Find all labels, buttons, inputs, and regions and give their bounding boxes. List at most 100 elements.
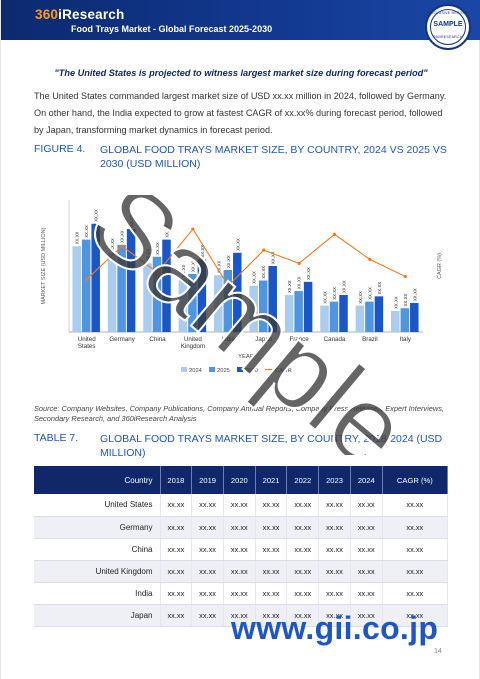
bar-2030 xyxy=(339,295,348,332)
value-cell: xx.xx xyxy=(286,560,320,583)
country-cell: China xyxy=(34,538,161,561)
bar-value-label: xx.xx xyxy=(287,280,293,293)
header-2021: 2021 xyxy=(255,466,288,494)
bar-value-label: xx.xx xyxy=(261,266,267,279)
bar-2024 xyxy=(107,252,117,332)
table-body: United States xx.xx xx.xx xx.xx xx.xx xx.xx xx… xyxy=(34,494,449,627)
bar-2024 xyxy=(214,275,223,332)
x-tick-label: Canada xyxy=(324,336,346,343)
bar-2025 xyxy=(152,256,162,332)
header-2023: 2023 xyxy=(318,466,351,494)
bar-value-label: xx.xx xyxy=(155,242,161,255)
table-row: Japan xx.xx xx.xx xx.xx xx.xx xx.xx xx.xx xx.xx… xyxy=(34,604,449,627)
gii-url[interactable]: www.gii.co.jp xyxy=(231,610,439,646)
value-cell: xx.xx xyxy=(255,560,288,583)
value-cell: xx.xx xyxy=(286,604,320,627)
bar-2025 xyxy=(258,280,268,332)
bar-2024 xyxy=(143,263,152,332)
value-cell: xx.xx xyxy=(160,516,193,539)
table-row: United States xx.xx xx.xx xx.xx xx.xx xx.xx xx… xyxy=(34,494,449,517)
value-cell: xx.xx xyxy=(382,516,449,539)
cagr-point xyxy=(368,257,372,261)
bar-value-label: xx.xx xyxy=(393,296,399,309)
bar-2024 xyxy=(320,305,329,332)
bar-value-label: xx.xx xyxy=(367,287,373,300)
x-tick-label: India xyxy=(222,336,236,343)
bar-2024 xyxy=(72,246,81,332)
value-cell: xx.xx xyxy=(286,494,320,517)
value-cell: xx.xx xyxy=(350,604,383,627)
value-cell: xx.xx xyxy=(382,560,449,583)
cagr-point xyxy=(191,227,195,231)
value-cell: xx.xx xyxy=(382,582,449,605)
value-cell: xx.xx xyxy=(318,538,351,561)
header-band: 360iResearch Food Trays Market - Global … xyxy=(1,0,480,40)
value-cell: xx.xx xyxy=(382,604,449,627)
x-tick-label: China xyxy=(149,336,166,343)
y2-axis-label: CAGR (%) xyxy=(437,253,443,279)
value-cell: xx.xx xyxy=(223,582,256,605)
cagr-point xyxy=(297,261,301,265)
x-tick-label: Brazil xyxy=(362,336,377,343)
country-cell: United Kingdom xyxy=(34,560,161,583)
value-cell: xx.xx xyxy=(255,494,288,517)
bar-2024 xyxy=(178,279,188,332)
summary-paragraph: The United States commanded largest mark… xyxy=(34,91,447,135)
cagr-point xyxy=(262,248,266,252)
header-2020: 2020 xyxy=(223,466,256,494)
bar-2025 xyxy=(365,301,374,332)
page-number: 14 xyxy=(434,648,442,655)
market-size-chart: xx.xx xx.xx xx.xx United States xx.xx xx.xx xx.… xyxy=(31,188,451,388)
bar-2030 xyxy=(410,302,419,332)
value-cell: xx.xx xyxy=(318,560,351,583)
x-tick-label: States xyxy=(78,343,96,350)
legend-swatch-2030 xyxy=(237,367,243,372)
bar-value-label: xx.xx xyxy=(226,255,232,268)
bar-value-label: xx.xx xyxy=(165,225,171,238)
cagr-point xyxy=(332,232,337,236)
table-row: India xx.xx xx.xx xx.xx xx.xx xx.xx xx.xx xx.xx… xyxy=(34,582,449,605)
value-cell: xx.xx xyxy=(223,538,256,561)
table-label: TABLE 7. xyxy=(34,432,79,444)
header-title: Food Trays Market - Global Forecast 2025… xyxy=(71,24,273,34)
y-axis-label: MARKET SIZE (USD MILLION) xyxy=(41,227,47,304)
table-header-row: Country 2018 2019 2020 2021 2022 2023 2024 CAGR … xyxy=(34,466,449,494)
bar-2025 xyxy=(329,301,339,332)
cagr-point xyxy=(403,274,407,279)
highlight-quote: "The United States is projected to witne… xyxy=(54,68,428,78)
bar-2024 xyxy=(355,305,365,332)
x-axis-label: YEAR xyxy=(238,354,254,360)
bar-value-label: xx.xx xyxy=(75,231,81,244)
bar-2025 xyxy=(81,239,91,332)
value-cell: xx.xx xyxy=(160,604,193,627)
value-cell: xx.xx xyxy=(286,538,320,561)
bar-value-label: xx.xx xyxy=(297,276,303,289)
x-tick-label: United xyxy=(184,336,202,343)
value-cell: xx.xx xyxy=(191,582,224,605)
legend-label-2025: 2025 xyxy=(217,368,230,374)
cagr-line xyxy=(86,228,406,287)
value-cell: xx.xx xyxy=(223,604,256,627)
bar-2024 xyxy=(391,310,400,332)
legend-label-2030: 2030 xyxy=(245,368,258,374)
value-cell: xx.xx xyxy=(160,582,193,605)
value-cell: xx.xx xyxy=(191,538,224,561)
bar-value-label: xx.xx xyxy=(271,251,277,264)
bar-2024 xyxy=(249,285,258,332)
x-tick-label: Germany xyxy=(109,336,135,343)
value-cell: xx.xx xyxy=(223,494,256,517)
bar-value-label: xx.xx xyxy=(94,209,100,222)
country-cell: United States xyxy=(34,494,161,517)
value-cell: xx.xx xyxy=(350,494,383,517)
bar-2030 xyxy=(126,229,136,332)
value-cell: xx.xx xyxy=(191,516,224,539)
bar-value-label: xx.xx xyxy=(412,288,418,301)
cagr-point xyxy=(155,271,160,275)
figure-title: GLOBAL FOOD TRAYS MARKET SIZE, BY COUNTR… xyxy=(100,144,447,170)
bar-2030 xyxy=(233,252,242,332)
value-cell: xx.xx xyxy=(160,560,193,583)
table-row: United Kingdom xx.xx xx.xx xx.xx xx.xx xx.xx x… xyxy=(34,560,449,583)
bar-value-label: xx.xx xyxy=(377,282,383,295)
x-tick-label: France xyxy=(289,336,309,343)
bar-value-label: xx.xx xyxy=(403,293,409,306)
